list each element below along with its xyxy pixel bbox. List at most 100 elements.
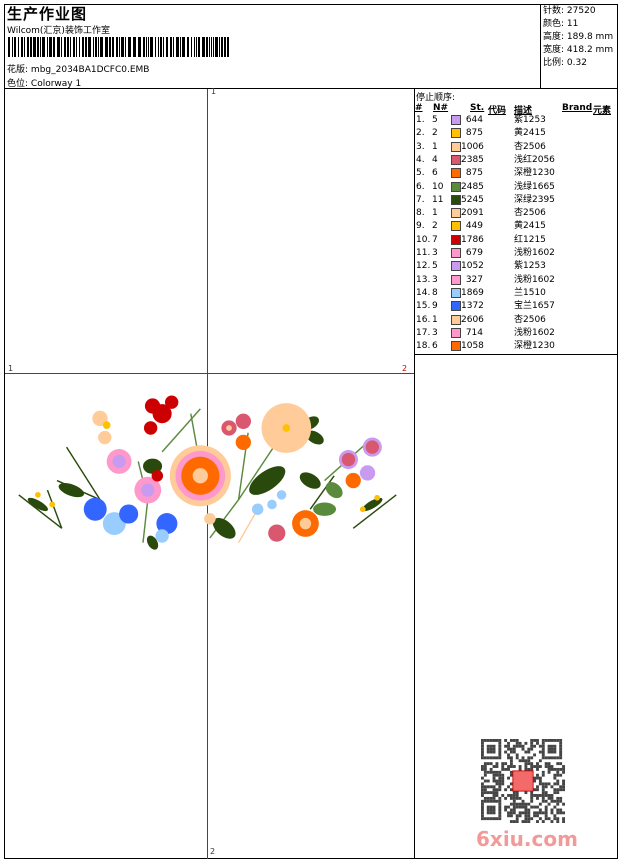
row-needle: 3	[432, 327, 438, 338]
row-needle: 9	[432, 301, 438, 312]
qr-module	[481, 805, 484, 809]
flower	[204, 513, 216, 525]
qr-module	[492, 796, 496, 800]
qr-module	[486, 799, 490, 803]
barcode-bar	[221, 37, 223, 57]
barcode-bar	[93, 37, 94, 57]
colorway: 色位: Colorway 1	[7, 76, 81, 89]
row-stitches: 679	[465, 248, 483, 258]
qr-module	[544, 805, 548, 809]
row-needle: 6	[432, 168, 438, 179]
qr-module	[538, 811, 542, 815]
qr-module	[486, 817, 490, 821]
barcode-bar	[105, 37, 108, 57]
qr-module	[530, 765, 534, 768]
qr-module	[515, 802, 519, 806]
qr-module	[509, 762, 513, 766]
qr-module	[556, 817, 560, 821]
barcode-bar	[160, 37, 162, 57]
qr-module	[507, 814, 510, 818]
qr-module	[515, 794, 519, 797]
qr-module	[509, 794, 513, 797]
sequence-row: 13. 3 327 浅粉1602	[416, 274, 616, 287]
qr-module	[512, 796, 516, 800]
qr-module	[509, 788, 513, 792]
qr-module	[559, 750, 563, 754]
qr-module	[498, 799, 502, 803]
qr-module	[556, 796, 560, 800]
barcode-bar	[163, 37, 164, 57]
barcode-bar	[27, 37, 29, 57]
qr-module	[541, 794, 545, 797]
row-index: 11.	[416, 248, 431, 258]
marker-bottom: 2	[210, 847, 216, 856]
qr-module	[562, 770, 565, 774]
qr-module	[492, 744, 496, 748]
qr-module	[481, 739, 484, 742]
stat-label: 比例:	[543, 58, 565, 68]
barcode-bar	[209, 37, 210, 57]
qr-module	[524, 820, 528, 823]
qr-module	[512, 750, 516, 754]
qr-module	[562, 820, 565, 823]
qr-module	[559, 788, 563, 792]
qr-module	[550, 794, 554, 797]
qr-module	[541, 770, 545, 774]
color-swatch	[451, 341, 461, 352]
qr-module	[486, 750, 490, 754]
qr-module	[559, 811, 563, 815]
qr-module	[501, 779, 505, 783]
row-stitches: 714	[465, 327, 483, 338]
qr-module	[536, 765, 539, 768]
qr-module	[536, 739, 539, 742]
marker-right: 2	[402, 364, 408, 373]
qr-module	[509, 811, 513, 815]
divider	[4, 88, 618, 89]
qr-module	[562, 785, 565, 789]
qr-module	[553, 799, 557, 803]
qr-module	[507, 794, 510, 797]
stat-label: 颜色:	[543, 19, 565, 29]
qr-module	[533, 814, 537, 818]
row-description: 紫1253	[514, 115, 546, 125]
barcode-bar	[133, 37, 136, 57]
stat-value: 189.8 mm	[566, 32, 614, 42]
qr-module	[489, 756, 493, 760]
flower	[192, 468, 208, 484]
qr-module	[556, 756, 560, 760]
embroidery-preview	[18, 395, 397, 550]
qr-module	[507, 785, 510, 789]
qr-module	[527, 767, 531, 771]
qr-module	[544, 799, 548, 803]
qr-module	[538, 776, 542, 780]
qr-module	[492, 770, 496, 774]
row-index: 6.	[416, 181, 425, 192]
qr-module	[481, 782, 484, 786]
row-needle: 1	[432, 314, 438, 325]
row-description: 深橙1230	[514, 168, 555, 179]
qr-module	[481, 817, 484, 821]
stat-label: 高度:	[543, 32, 565, 42]
row-description: 浅粉1602	[514, 274, 555, 285]
qr-module	[486, 808, 490, 812]
qr-module	[501, 765, 505, 768]
qr-module	[495, 756, 499, 760]
qr-module	[489, 817, 493, 821]
qr-module	[498, 788, 502, 792]
qr-module	[492, 779, 496, 783]
qr-module	[518, 759, 522, 763]
flower	[235, 413, 251, 429]
qr-module	[550, 808, 554, 812]
qr-module	[495, 770, 499, 774]
barcode-bar	[24, 37, 25, 57]
color-swatch	[451, 154, 461, 165]
row-description: 宝兰1657	[514, 301, 555, 312]
barcode-bar	[100, 37, 103, 57]
qr-module	[547, 770, 551, 774]
qr-module	[556, 808, 560, 812]
qr-module	[541, 756, 545, 760]
qr-module	[492, 756, 496, 760]
stat-stitches: 针数: 27520	[543, 5, 616, 18]
qr-module	[495, 799, 499, 803]
qr-module	[521, 759, 525, 763]
